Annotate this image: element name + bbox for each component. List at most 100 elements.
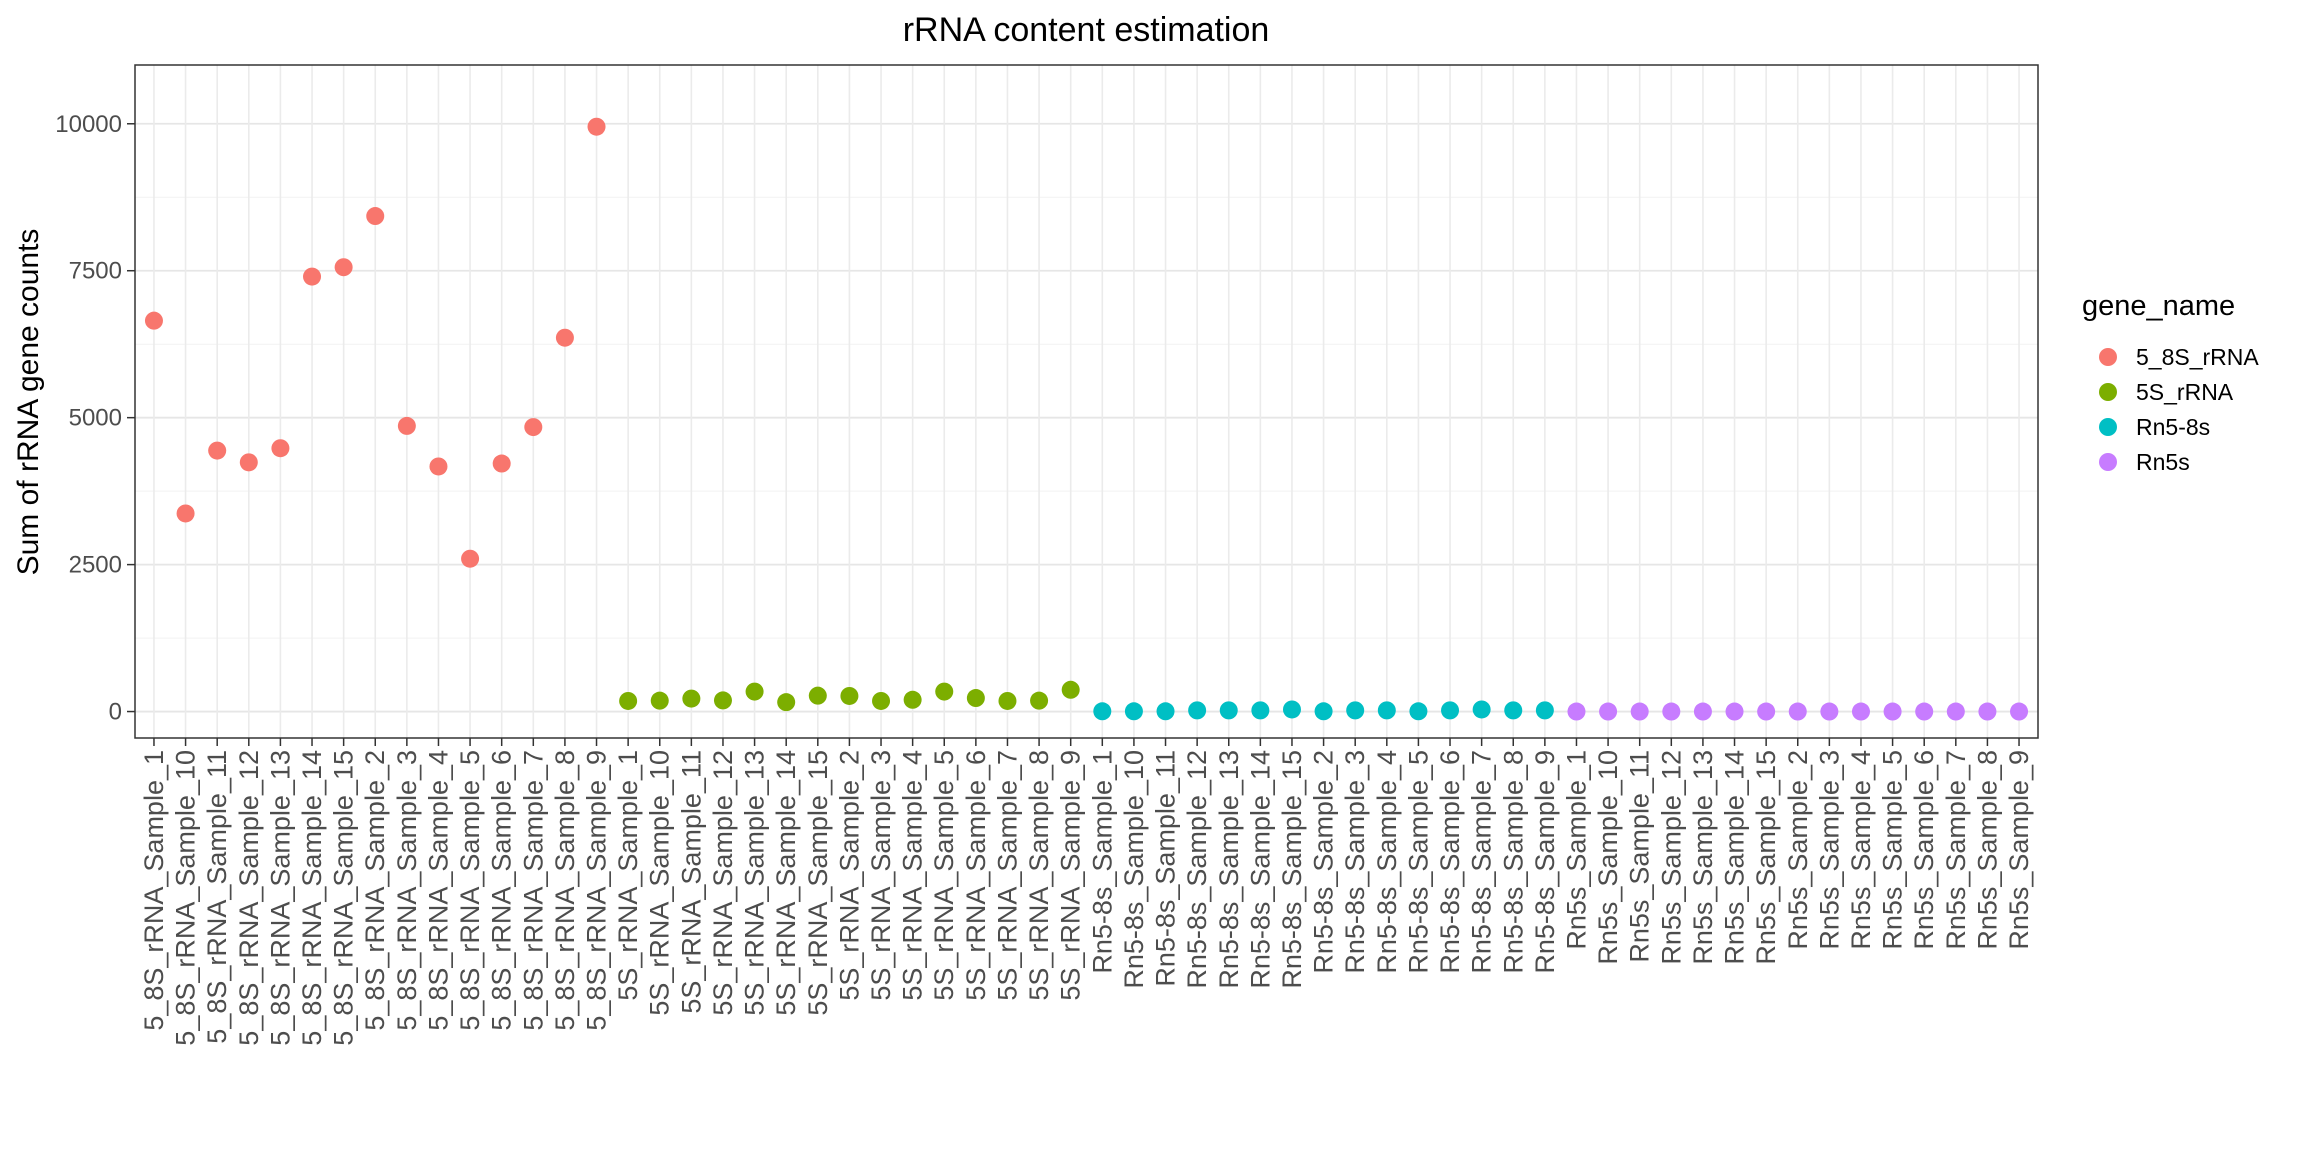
grid (135, 65, 2038, 738)
data-point (1725, 702, 1744, 721)
x-tick-label: Rn5s_Sample_9 (2004, 750, 2034, 950)
data-point (840, 686, 859, 705)
data-point (872, 691, 891, 710)
x-tick-label: Rn5s_Sample_13 (1688, 750, 1718, 965)
data-point (1599, 702, 1618, 721)
data-point (461, 549, 480, 568)
data-point (1188, 701, 1207, 720)
data-point (1282, 700, 1301, 719)
x-tick-label: 5S_rRNA_Sample_14 (771, 750, 801, 1016)
x-tick-label: 5_8S_rRNA_Sample_15 (329, 750, 359, 1046)
data-point (1504, 701, 1523, 720)
data-point (524, 418, 543, 437)
data-point (271, 439, 290, 458)
y-tick-label: 7500 (69, 258, 122, 285)
x-tick-label: 5S_rRNA_Sample_4 (898, 750, 928, 1001)
legend-key (2099, 383, 2117, 401)
data-point (1061, 680, 1080, 699)
data-point (1883, 702, 1902, 721)
data-point (777, 693, 796, 712)
y-tick-label: 0 (109, 699, 122, 726)
data-point (682, 689, 701, 708)
data-point (2010, 702, 2029, 721)
x-tick-label: 5S_rRNA_Sample_15 (803, 750, 833, 1016)
data-point (1093, 702, 1112, 721)
y-tick-label: 10000 (55, 111, 122, 138)
x-tick-label: Rn5s_Sample_15 (1751, 750, 1781, 965)
y-tick-label: 5000 (69, 405, 122, 432)
x-tick-label: 5S_rRNA_Sample_3 (866, 750, 896, 1001)
legend-label: 5_8S_rRNA (2136, 344, 2259, 370)
data-point (1472, 700, 1491, 719)
data-point (1377, 701, 1396, 720)
data-point (1156, 702, 1175, 721)
legend-title: gene_name (2082, 290, 2235, 322)
x-tick-label: Rn5-8s_Sample_11 (1151, 750, 1181, 987)
data-point (745, 682, 764, 701)
data-point (998, 691, 1017, 710)
data-point (1788, 702, 1807, 721)
x-tick-label: 5S_rRNA_Sample_5 (929, 750, 959, 1001)
data-point (555, 328, 574, 347)
x-tick-label: 5S_rRNA_Sample_10 (645, 750, 675, 1016)
data-point (1314, 702, 1333, 721)
x-tick-label: Rn5s_Sample_6 (1909, 750, 1939, 950)
x-tick-label: 5S_rRNA_Sample_12 (708, 750, 738, 1016)
data-point (1946, 702, 1965, 721)
x-tick-label: 5_8S_rRNA_Sample_9 (582, 750, 612, 1031)
x-tick-label: Rn5s_Sample_1 (1561, 750, 1591, 950)
x-tick-label: Rn5s_Sample_8 (1972, 750, 2002, 950)
x-tick-label: 5S_rRNA_Sample_2 (834, 750, 864, 1001)
x-tick-label: Rn5-8s_Sample_15 (1277, 750, 1307, 989)
x-tick-label: 5S_rRNA_Sample_9 (1056, 750, 1086, 1001)
data-point (1251, 701, 1270, 720)
data-point (303, 267, 322, 286)
legend-key (2099, 418, 2117, 436)
data-point (366, 207, 385, 226)
chart-title: rRNA content estimation (903, 11, 1270, 49)
data-point (1567, 702, 1586, 721)
data-points (144, 117, 2029, 721)
x-tick-label: Rn5-8s_Sample_13 (1214, 750, 1244, 989)
x-tick-label: 5_8S_rRNA_Sample_2 (360, 750, 390, 1031)
x-tick-label: Rn5-8s_Sample_10 (1119, 750, 1149, 989)
data-point (1346, 701, 1365, 720)
data-point (1757, 702, 1776, 721)
x-tick-label: Rn5-8s_Sample_2 (1309, 750, 1339, 974)
legend-label: Rn5s (2136, 449, 2190, 475)
data-point (1662, 702, 1681, 721)
x-tick-label: 5S_rRNA_Sample_6 (961, 750, 991, 1001)
x-tick-label: Rn5-8s_Sample_7 (1467, 750, 1497, 974)
data-point (903, 690, 922, 709)
x-tick-label: 5_8S_rRNA_Sample_12 (234, 750, 264, 1046)
legend: gene_name 5_8S_rRNA 5S_rRNA Rn5-8s Rn5s (2082, 290, 2259, 475)
data-point (1693, 702, 1712, 721)
x-tick-label: Rn5s_Sample_2 (1783, 750, 1813, 950)
data-point (1535, 701, 1554, 720)
x-tick-label: 5_8S_rRNA_Sample_4 (423, 750, 453, 1031)
x-tick-label: 5_8S_rRNA_Sample_3 (392, 750, 422, 1031)
panel-border (134, 64, 2039, 739)
x-tick-label: Rn5-8s_Sample_8 (1498, 750, 1528, 974)
data-point (1851, 702, 1870, 721)
x-tick-label: 5S_rRNA_Sample_13 (740, 750, 770, 1016)
x-tick-label: 5_8S_rRNA_Sample_6 (487, 750, 517, 1031)
x-tick-label: 5S_rRNA_Sample_8 (1024, 750, 1054, 1001)
x-tick-label: 5_8S_rRNA_Sample_1 (139, 750, 169, 1031)
x-tick-label: Rn5-8s_Sample_12 (1182, 750, 1212, 989)
x-tick-label: Rn5s_Sample_12 (1656, 750, 1686, 965)
data-point (1409, 702, 1428, 721)
x-tick-label: 5S_rRNA_Sample_7 (992, 750, 1022, 1001)
y-tick-label: 2500 (69, 552, 122, 579)
data-point (1030, 691, 1049, 710)
data-point (239, 453, 258, 472)
data-point (176, 504, 195, 523)
x-tick-label: Rn5-8s_Sample_6 (1435, 750, 1465, 974)
data-point (144, 311, 163, 330)
data-point (935, 682, 954, 701)
data-point (650, 691, 669, 710)
x-axis: 5_8S_rRNA_Sample_1 5_8S_rRNA_Sample_10 5_8… (139, 738, 2034, 1046)
data-point (966, 689, 985, 708)
data-point (397, 416, 416, 435)
